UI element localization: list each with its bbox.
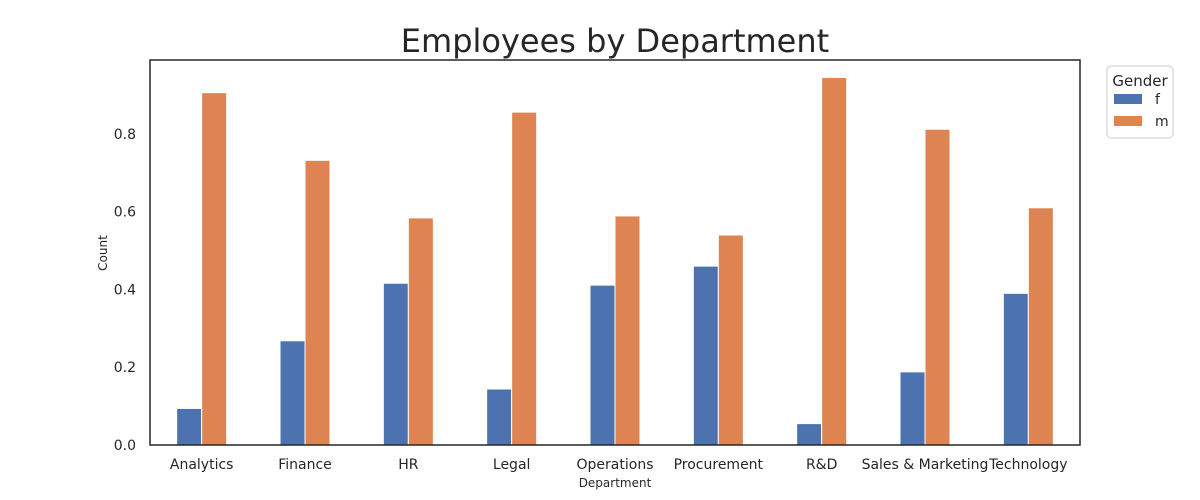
legend-swatch-f	[1114, 94, 1142, 104]
x-axis-label: Department	[579, 476, 652, 490]
legend-label-m: m	[1155, 114, 1169, 130]
x-tick-label: Finance	[278, 457, 332, 473]
plot-frame	[149, 59, 1081, 446]
bar-m-7	[924, 128, 951, 446]
bar-m-5	[717, 234, 744, 446]
x-tick-label: Procurement	[674, 457, 764, 473]
x-tick-label: R&D	[806, 457, 837, 473]
x-tick-label: Legal	[493, 457, 531, 473]
bars-layer	[176, 77, 1054, 446]
y-tick-label: 0.6	[114, 205, 136, 221]
bar-m-4	[614, 215, 641, 446]
y-tick-label: 0.0	[114, 438, 136, 454]
legend-title: Gender	[1112, 72, 1168, 90]
bar-m-6	[821, 77, 848, 446]
bar-f-4	[589, 284, 616, 446]
bar-m-0	[201, 92, 228, 446]
bar-f-7	[899, 371, 926, 446]
legend: Gender fm	[1106, 65, 1174, 139]
bar-m-8	[1027, 207, 1054, 446]
bar-f-2	[382, 282, 409, 446]
bar-m-2	[407, 217, 434, 446]
y-tick-label: 0.8	[114, 127, 136, 143]
x-tick-label: Analytics	[170, 457, 234, 473]
x-tick-label: Sales & Marketing	[862, 457, 989, 473]
x-tick-label: Technology	[988, 457, 1067, 473]
y-tick-label: 0.2	[114, 360, 136, 376]
bar-f-8	[1002, 292, 1029, 446]
chart-title: Employees by Department	[401, 22, 829, 60]
bar-f-5	[692, 265, 719, 446]
x-axis-ticks: Analytics Finance HR Legal Operations Procure…	[170, 457, 1068, 473]
y-axis-label: Count	[96, 235, 110, 271]
x-tick-label: HR	[398, 457, 419, 473]
legend-swatch-m	[1114, 116, 1142, 126]
legend-label-f: f	[1155, 92, 1161, 108]
y-axis-ticks: 0.0 0.2 0.4 0.6 0.8	[114, 127, 136, 454]
bar-f-3	[486, 388, 513, 446]
bar-f-6	[796, 423, 823, 446]
bar-m-1	[304, 159, 331, 446]
bar-f-0	[176, 407, 203, 446]
bar-m-3	[511, 111, 538, 446]
x-tick-label: Operations	[577, 457, 654, 473]
y-tick-label: 0.4	[114, 282, 136, 298]
bar-f-1	[279, 340, 306, 446]
